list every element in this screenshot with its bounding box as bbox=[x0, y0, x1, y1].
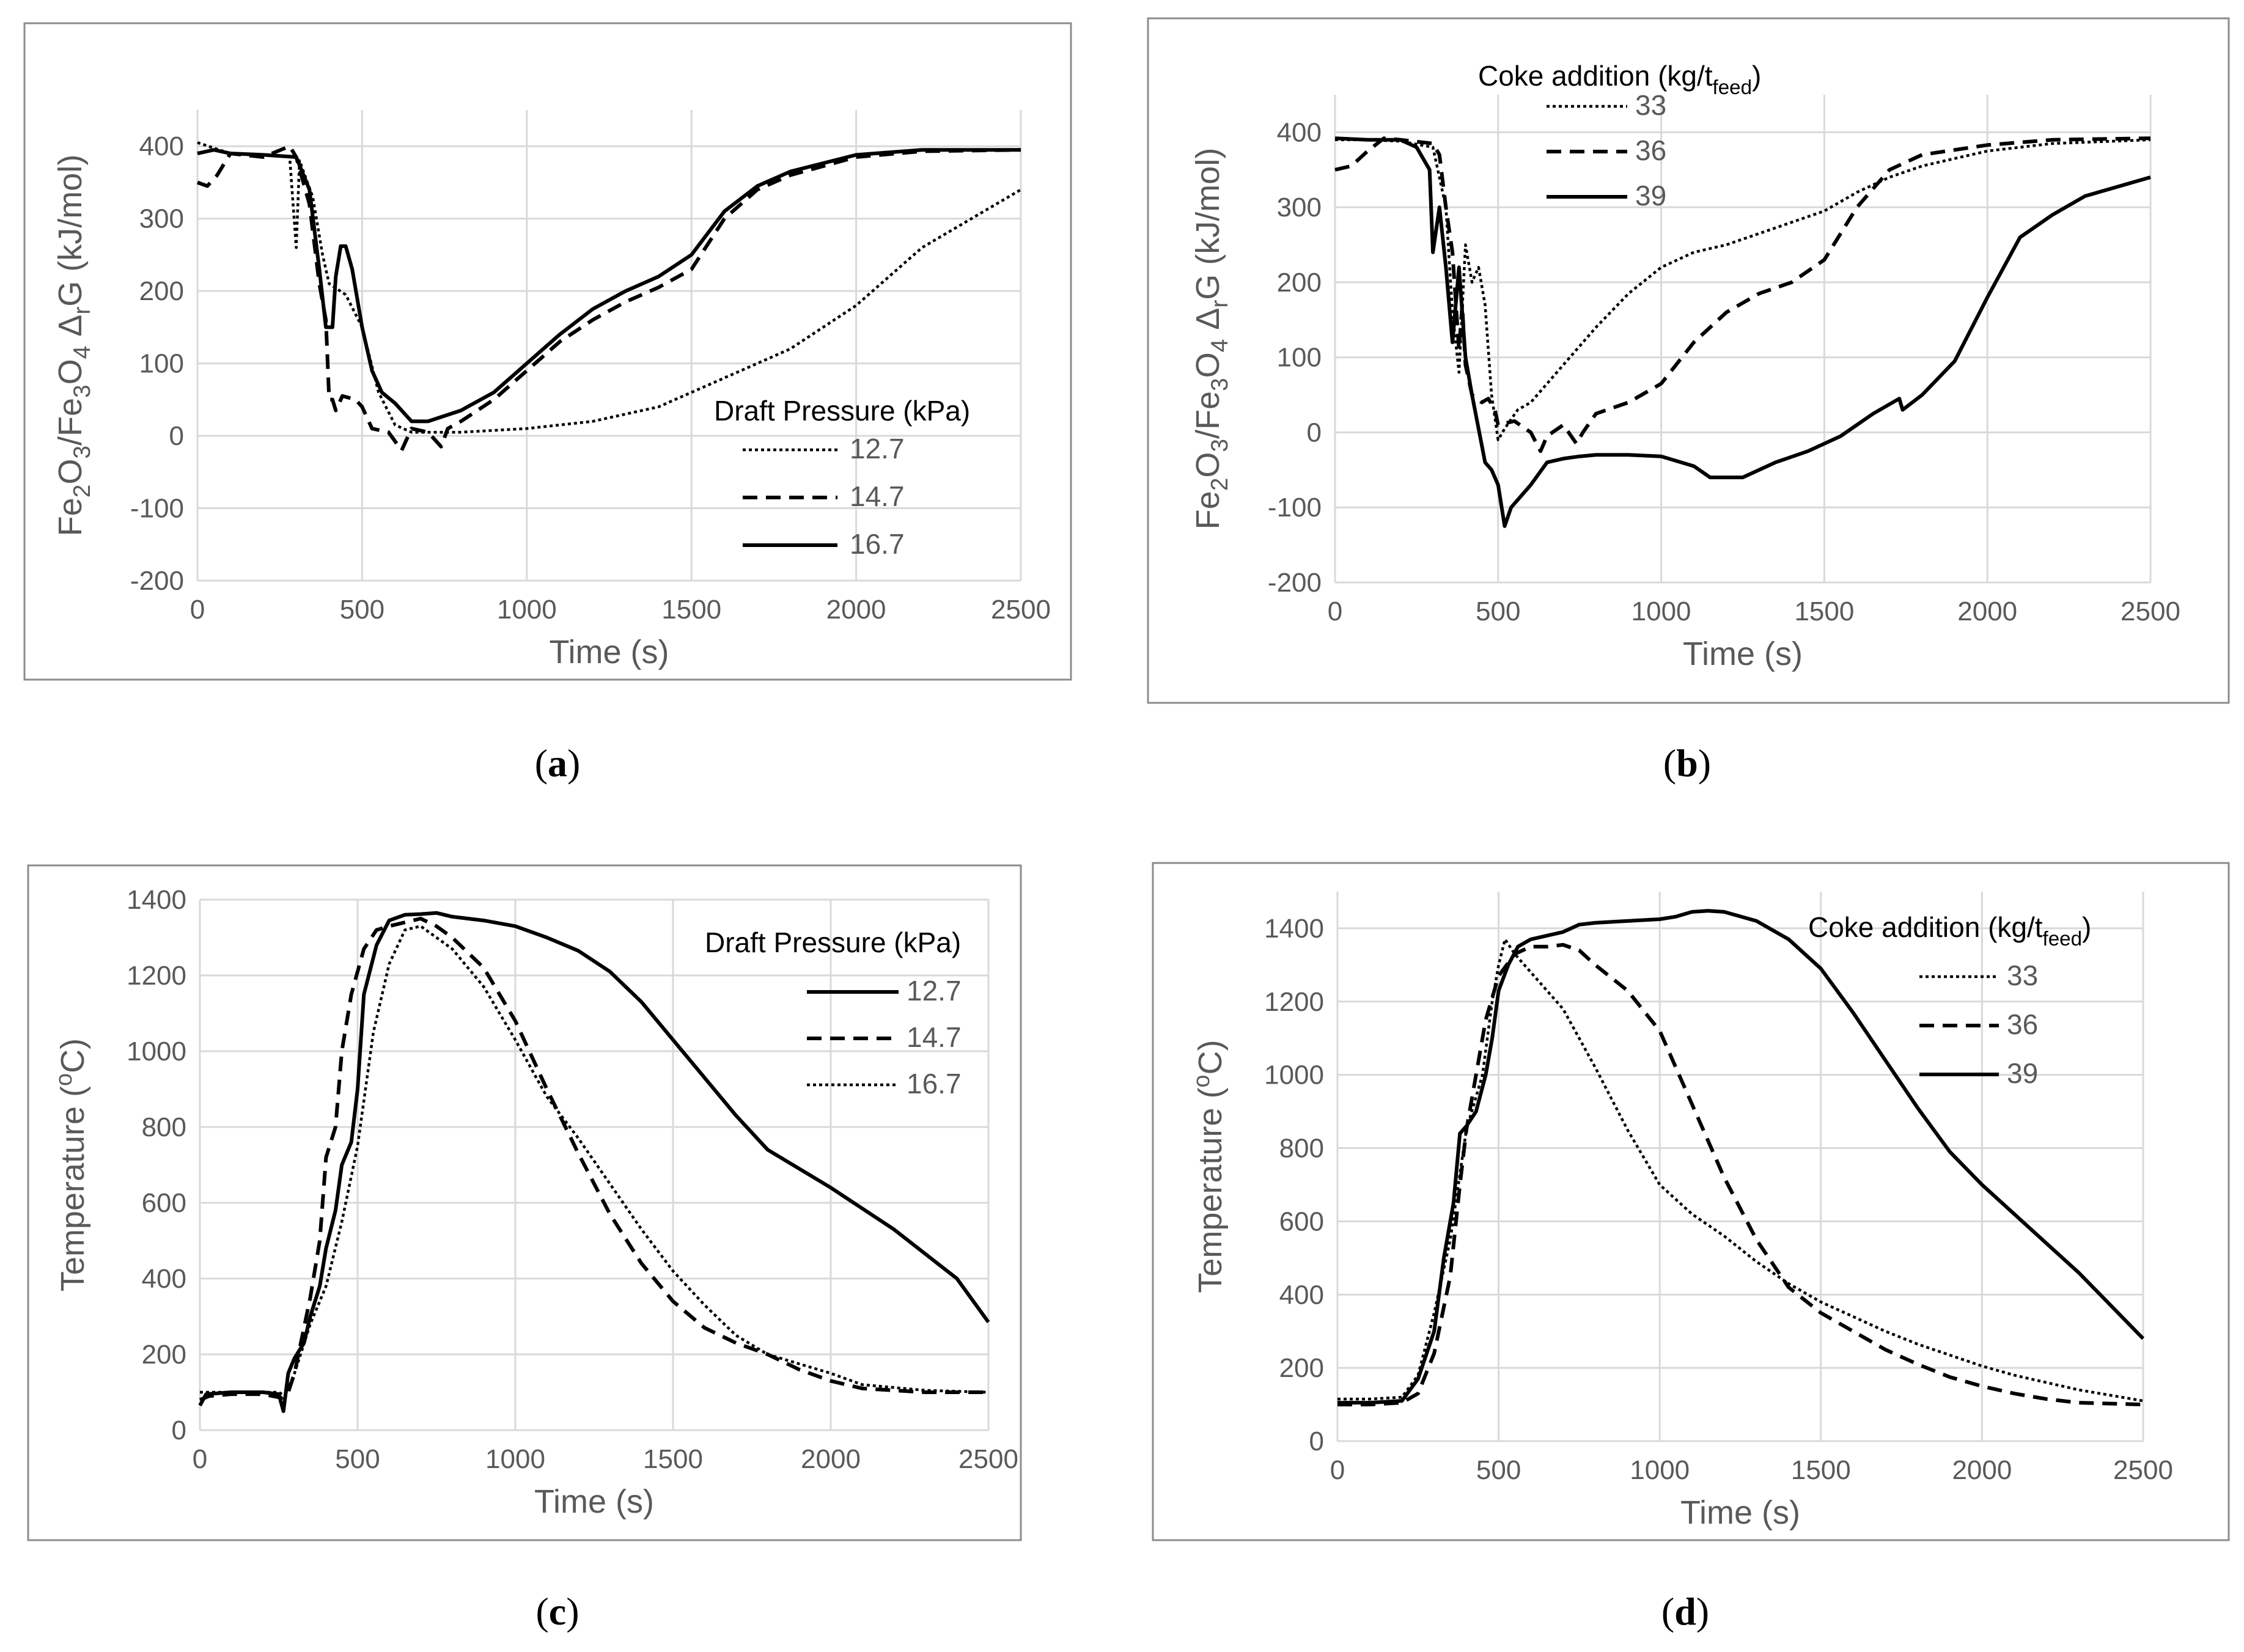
x-tick-label: 2000 bbox=[826, 595, 886, 625]
x-tick-label: 1500 bbox=[1791, 1455, 1851, 1485]
chart-frame bbox=[1152, 862, 2230, 1541]
x-tick-label: 2500 bbox=[2113, 1455, 2173, 1485]
panel-caption: (d) bbox=[1661, 1590, 1709, 1633]
legend-title: Draft Pressure (kPa) bbox=[714, 395, 970, 427]
y-tick-label: 1200 bbox=[127, 961, 186, 991]
x-tick-label: 2000 bbox=[1952, 1455, 2012, 1485]
legend-label: 12.7 bbox=[850, 433, 905, 464]
legend-label: 14.7 bbox=[850, 480, 905, 512]
chart-b: -200 -100 0 100 200 300 400 0 500 1000 1500 2000 250… bbox=[1147, 17, 2230, 785]
y-tick-label: 200 bbox=[142, 1340, 186, 1370]
x-axis-title: Time (s) bbox=[550, 634, 669, 670]
y-tick-label: 0 bbox=[172, 1415, 186, 1445]
chart-a: -200 -100 0 100 200 300 400 0 500 1000 1500 2000 250… bbox=[23, 22, 1072, 785]
series-line-16.7 bbox=[200, 925, 989, 1398]
y-tick-label: 100 bbox=[139, 349, 184, 379]
x-axis-title: Time (s) bbox=[1680, 1494, 1800, 1531]
panel-caption: (a) bbox=[535, 741, 581, 785]
legend-label: 36 bbox=[1635, 134, 1666, 166]
x-tick-label: 1000 bbox=[1630, 1455, 1690, 1485]
y-axis-title: Fe2O3/Fe3O4 ΔrG (kJ/mol) bbox=[1190, 148, 1233, 530]
y-tick-label: 800 bbox=[1279, 1134, 1324, 1164]
chart-c: 0 200 400 600 800 1000 1200 1400 0 500 1000 1500 200… bbox=[27, 864, 1022, 1633]
panel-caption: (b) bbox=[1663, 741, 1711, 785]
y-tick-label: 300 bbox=[139, 204, 184, 234]
x-tick-label: 0 bbox=[190, 595, 205, 625]
y-tick-label: 0 bbox=[169, 421, 184, 451]
legend-label: 39 bbox=[1635, 180, 1666, 211]
x-tick-label: 2000 bbox=[801, 1444, 861, 1474]
y-axis-title: Fe2O3/Fe3O4 ΔrG (kJ/mol) bbox=[52, 155, 95, 537]
series-line-16.7 bbox=[197, 148, 1021, 424]
legend-label: 16.7 bbox=[850, 528, 905, 560]
x-tick-label: 1500 bbox=[643, 1444, 703, 1474]
x-tick-label: 2500 bbox=[991, 595, 1051, 625]
y-axis-title: Temperature (oC) bbox=[1189, 1040, 1229, 1293]
y-tick-label: 600 bbox=[1279, 1206, 1324, 1236]
x-tick-label: 0 bbox=[193, 1444, 207, 1474]
y-tick-label: 400 bbox=[1279, 1280, 1324, 1310]
x-tick-label: 500 bbox=[335, 1444, 380, 1474]
legend-label: 12.7 bbox=[907, 975, 962, 1007]
series-line-39 bbox=[1334, 136, 2151, 528]
legend-label: 39 bbox=[2007, 1057, 2038, 1089]
y-tick-label: 400 bbox=[142, 1264, 186, 1294]
chart-d: 0 200 400 600 800 1000 1200 1400 0 500 1000 1500 200… bbox=[1152, 862, 2230, 1633]
series-line-39 bbox=[1337, 909, 2145, 1405]
y-tick-label: -200 bbox=[1268, 568, 1322, 598]
legend-label: 16.7 bbox=[907, 1068, 962, 1099]
x-tick-label: 0 bbox=[1330, 1455, 1345, 1485]
x-tick-label: 1000 bbox=[485, 1444, 545, 1474]
y-axis-title: Temperature (oC) bbox=[51, 1038, 91, 1291]
y-tick-label: 200 bbox=[1279, 1353, 1324, 1383]
y-tick-label: 0 bbox=[1307, 417, 1322, 447]
series-line-12.7 bbox=[197, 141, 1022, 434]
series-line-36 bbox=[1337, 942, 2144, 1407]
y-tick-label: 1400 bbox=[1264, 914, 1324, 944]
y-tick-label: 1400 bbox=[127, 885, 186, 915]
y-tick-label: -100 bbox=[1268, 493, 1322, 523]
x-tick-label: 500 bbox=[1476, 597, 1520, 626]
y-tick-label: 800 bbox=[142, 1112, 186, 1142]
y-tick-label: 200 bbox=[139, 276, 184, 306]
y-tick-label: 400 bbox=[139, 131, 184, 161]
x-tick-label: 500 bbox=[340, 595, 384, 625]
y-tick-label: 0 bbox=[1309, 1426, 1324, 1456]
x-tick-label: 1000 bbox=[1631, 597, 1691, 626]
series-line-36 bbox=[1334, 136, 2151, 453]
y-tick-label: 600 bbox=[142, 1188, 186, 1218]
x-tick-label: 1500 bbox=[1794, 597, 1854, 626]
y-tick-label: 1200 bbox=[1264, 987, 1324, 1017]
series-line-33 bbox=[1337, 938, 2144, 1403]
legend-title: Coke addition (kg/tfeed) bbox=[1478, 60, 1761, 99]
y-tick-label: 200 bbox=[1277, 268, 1322, 298]
legend-label: 36 bbox=[2007, 1008, 2038, 1040]
series-line-33 bbox=[1335, 138, 2151, 441]
x-tick-label: 500 bbox=[1476, 1455, 1521, 1485]
x-tick-label: 1500 bbox=[661, 595, 721, 625]
x-tick-label: 0 bbox=[1328, 597, 1342, 626]
y-tick-label: -100 bbox=[130, 494, 184, 524]
legend-label: 33 bbox=[1635, 89, 1666, 121]
legend-label: 14.7 bbox=[907, 1021, 962, 1053]
y-tick-label: -200 bbox=[130, 566, 184, 596]
x-tick-label: 1000 bbox=[497, 595, 557, 625]
y-tick-label: 100 bbox=[1277, 343, 1322, 373]
x-tick-label: 2000 bbox=[1957, 597, 2017, 626]
x-axis-title: Time (s) bbox=[1683, 636, 1803, 672]
panel-caption: (c) bbox=[535, 1590, 579, 1633]
legend-title: Coke addition (kg/tfeed) bbox=[1808, 911, 2091, 950]
y-tick-label: 400 bbox=[1277, 117, 1322, 147]
series-line-12.7 bbox=[198, 911, 990, 1413]
legend-title: Draft Pressure (kPa) bbox=[705, 927, 961, 958]
y-tick-label: 1000 bbox=[1264, 1060, 1324, 1090]
chart-frame bbox=[23, 22, 1072, 681]
y-tick-label: 300 bbox=[1277, 193, 1322, 222]
y-tick-label: 1000 bbox=[127, 1037, 186, 1066]
x-tick-label: 2500 bbox=[2121, 597, 2180, 626]
x-axis-title: Time (s) bbox=[534, 1483, 654, 1520]
legend-label: 33 bbox=[2007, 960, 2038, 991]
x-tick-label: 2500 bbox=[958, 1444, 1018, 1474]
